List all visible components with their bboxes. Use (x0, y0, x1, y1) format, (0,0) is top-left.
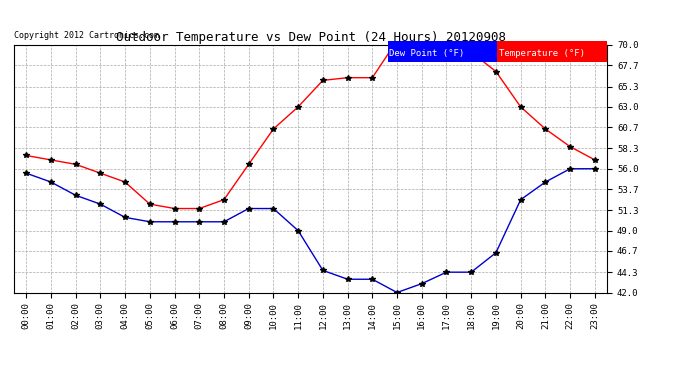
Text: Copyright 2012 Cartronics.com: Copyright 2012 Cartronics.com (14, 31, 159, 40)
Text: Dew Point (°F): Dew Point (°F) (389, 49, 464, 58)
Text: Temperature (°F): Temperature (°F) (499, 49, 584, 58)
FancyBboxPatch shape (497, 41, 607, 62)
FancyBboxPatch shape (388, 41, 497, 62)
Title: Outdoor Temperature vs Dew Point (24 Hours) 20120908: Outdoor Temperature vs Dew Point (24 Hou… (115, 31, 506, 44)
